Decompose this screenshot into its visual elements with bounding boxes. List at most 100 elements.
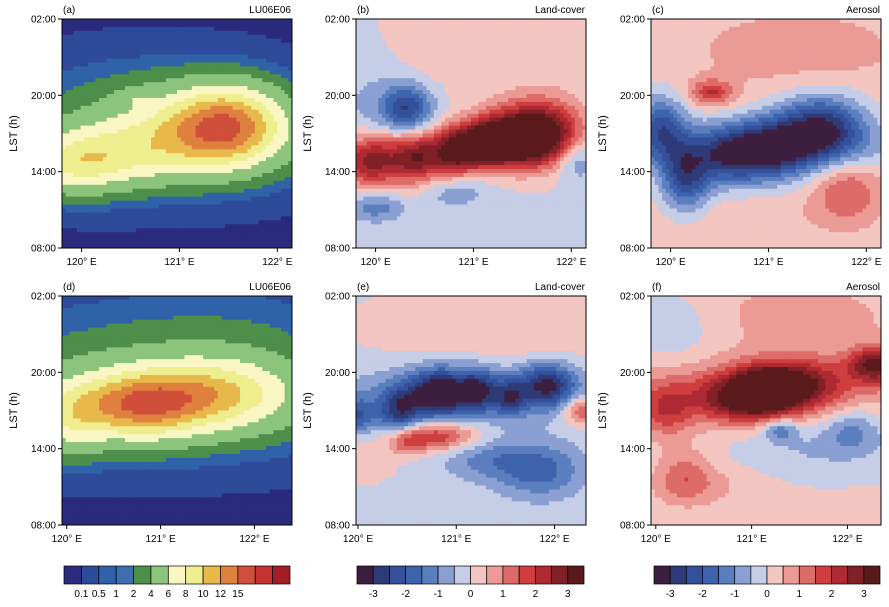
heat-cell [210, 50, 215, 56]
heat-cell [91, 109, 96, 115]
heat-cell [240, 94, 245, 99]
heat-cell [158, 94, 163, 99]
heat-cell [228, 184, 234, 190]
heat-cell [143, 113, 148, 119]
heat-cell [147, 82, 152, 87]
heat-cell [76, 176, 82, 182]
heat-cell [232, 188, 237, 194]
heat-cell [280, 38, 286, 44]
heat-cell [162, 97, 167, 103]
heat-cell [228, 216, 234, 221]
heat-cell [73, 169, 78, 174]
heat-cell [84, 19, 89, 24]
heat-cell [158, 50, 163, 56]
heat-cell [113, 244, 119, 248]
heat-cell [463, 46, 468, 52]
heat-cell [400, 30, 405, 36]
heat-cell [195, 38, 200, 44]
heat-cell [251, 113, 256, 119]
heat-cell [396, 58, 402, 64]
heat-cell [288, 216, 292, 221]
heat-cell [147, 113, 152, 119]
heat-cell [288, 176, 292, 182]
heat-cell [191, 180, 197, 186]
heat-cell [404, 74, 409, 79]
heat-cell [504, 26, 509, 32]
heat-cell [87, 121, 93, 127]
heat-cell [102, 30, 108, 36]
heat-cell [128, 188, 134, 194]
heat-cell [277, 180, 282, 186]
heat-cell [526, 42, 531, 48]
heat-cell [210, 149, 215, 154]
heat-cell [195, 184, 200, 190]
heat-cell [162, 200, 167, 206]
heat-cell [232, 42, 237, 48]
heat-cell [363, 86, 368, 91]
heat-cell [139, 113, 145, 119]
heat-cell [284, 192, 289, 198]
heat-cell [69, 121, 74, 127]
heat-cell [117, 86, 122, 91]
heat-cell [169, 121, 174, 127]
heat-cell [210, 228, 215, 233]
heat-cell [80, 34, 85, 40]
heat-cell [151, 26, 156, 32]
heat-cell [206, 97, 211, 103]
heat-cell [121, 90, 126, 95]
heat-cell [87, 82, 93, 87]
heat-cell [571, 19, 576, 24]
heat-cell [65, 180, 71, 186]
heat-cell [284, 22, 289, 28]
heat-cell [574, 50, 580, 56]
heat-cell [284, 50, 289, 56]
heat-cell [95, 228, 100, 233]
heat-cell [180, 184, 186, 190]
heat-cell [117, 224, 122, 229]
heat-cell [445, 62, 450, 67]
heat-cell [284, 176, 289, 182]
heat-cell [102, 153, 108, 158]
heat-cell [132, 224, 137, 229]
heat-cell [184, 208, 189, 214]
heat-cell [132, 121, 137, 127]
heat-cell [184, 141, 189, 146]
heat-cell [84, 228, 89, 233]
heat-cell [266, 82, 271, 87]
heat-cell [430, 101, 435, 107]
heat-cell [225, 180, 230, 186]
heat-cell [180, 78, 186, 83]
heat-cell [173, 149, 178, 154]
heat-cell [537, 54, 543, 60]
heat-cell [232, 141, 237, 146]
heat-cell [370, 58, 376, 64]
heat-cell [143, 66, 148, 71]
heat-cell [177, 157, 182, 162]
heat-cell [191, 66, 197, 71]
heat-cell [87, 54, 93, 60]
heat-cell [273, 38, 278, 44]
heat-cell [210, 86, 215, 91]
heat-cell [284, 220, 289, 225]
heat-cell [240, 97, 245, 103]
heat-cell [474, 54, 480, 60]
heat-cell [563, 38, 569, 44]
heat-cell [537, 70, 543, 75]
heat-cell [165, 105, 171, 111]
heat-cell [132, 200, 137, 206]
heat-cell [180, 200, 186, 206]
heat-cell [162, 244, 167, 248]
heat-cell [214, 42, 219, 48]
heat-cell [243, 30, 249, 36]
heat-cell [165, 109, 171, 115]
heat-cell [132, 38, 137, 44]
heat-cell [563, 58, 569, 64]
heat-cell [563, 78, 569, 83]
heat-cell [463, 78, 468, 83]
heat-cell [117, 236, 122, 241]
heat-cell [232, 101, 237, 107]
heat-cell [180, 34, 186, 40]
heat-cell [158, 129, 163, 135]
heat-cell [65, 86, 71, 91]
heat-cell [400, 26, 405, 32]
